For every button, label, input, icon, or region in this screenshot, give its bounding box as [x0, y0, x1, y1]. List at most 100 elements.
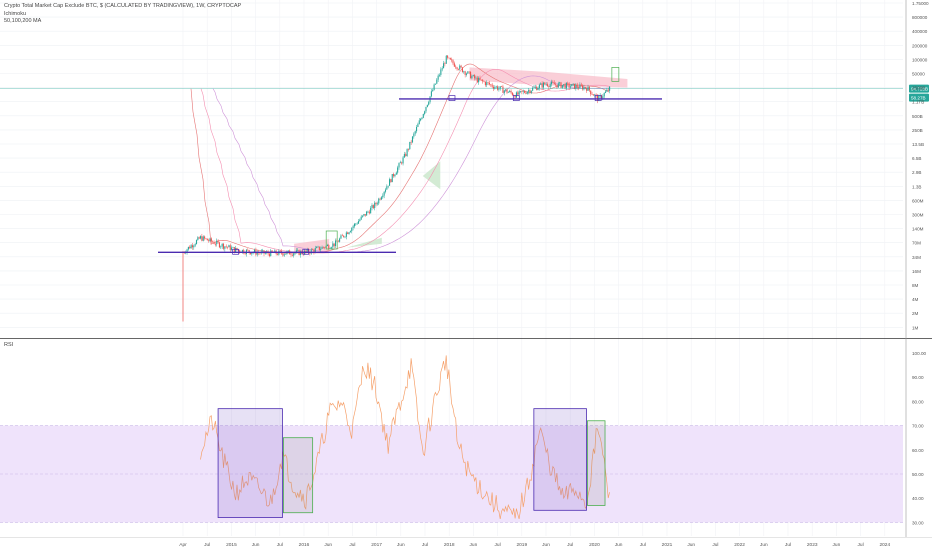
candle-body: [449, 57, 451, 60]
rsi-box-2019-purple: [533, 408, 587, 511]
candle-body: [264, 253, 266, 254]
candle-body: [545, 84, 547, 85]
candle-body: [324, 247, 326, 248]
candle-body: [470, 71, 472, 79]
candle-body: [546, 84, 549, 87]
time-tick-label: Jul: [712, 542, 718, 548]
candle-body: [290, 254, 292, 256]
price-tick-label: 1M: [912, 325, 919, 330]
rsi-line-group: [200, 355, 610, 520]
candle-body: [479, 77, 481, 80]
candle-body: [293, 253, 295, 256]
candle-body: [459, 65, 461, 70]
candle-body: [559, 82, 561, 84]
candle-body: [379, 198, 381, 200]
candle-body: [573, 83, 576, 89]
candle-body: [380, 197, 382, 200]
candle-body: [480, 79, 482, 81]
candle-body: [360, 216, 362, 220]
candle-body: [410, 141, 412, 143]
candle-body: [557, 83, 559, 88]
candle-body: [343, 235, 345, 237]
candle-body: [386, 186, 388, 190]
candle-body: [433, 84, 435, 91]
candle-body: [222, 243, 225, 249]
rsi-tick-label: 40.00: [912, 496, 924, 501]
candle-body: [318, 246, 320, 250]
candle-body: [366, 211, 368, 216]
candle-body: [356, 223, 358, 225]
time-tick-label: Jul: [277, 542, 283, 548]
candle-body: [321, 246, 323, 249]
candle-body: [491, 84, 493, 87]
candle-body: [448, 57, 450, 59]
candle-body: [328, 245, 330, 249]
candle-body: [565, 82, 567, 89]
candle-body: [443, 63, 445, 69]
candle-body: [575, 84, 577, 89]
price-tick-label: 500B: [912, 114, 923, 119]
price-tick-label: 2500B: [912, 86, 925, 91]
last-price-label: 94.723B: [911, 87, 928, 92]
time-tick-label: Jun: [760, 542, 768, 548]
price-tick-label: 1.1TB: [912, 100, 924, 105]
time-tick-label: Jul: [422, 542, 428, 548]
candle-body: [276, 253, 279, 255]
candle-body: [495, 86, 497, 88]
candle-body: [197, 237, 199, 241]
candle-body: [502, 86, 504, 93]
candle-body: [374, 202, 376, 209]
price-tick-label: 6.5B: [912, 156, 921, 161]
candle-body: [582, 85, 584, 90]
candle-body: [187, 246, 189, 250]
candle-body: [413, 133, 415, 137]
breakout-box-2016: [325, 230, 338, 250]
candle-body: [506, 89, 508, 93]
candle-body: [607, 89, 609, 91]
price-tick-label: 800000: [912, 15, 928, 20]
candle-body: [524, 91, 526, 93]
candle-body: [465, 73, 468, 75]
rsi-tick-label: 70.00: [912, 424, 924, 429]
time-tick-label: 2018: [444, 542, 455, 548]
candle-body: [453, 63, 455, 67]
candle-body: [463, 71, 465, 73]
candle-body: [602, 96, 604, 99]
chart-title: Crypto Total Market Cap Exclude BTC, $ (…: [4, 3, 242, 9]
candle-body: [438, 74, 441, 76]
candle-body: [503, 90, 505, 93]
price-tick-label: 1.3B: [912, 184, 921, 189]
candle-body: [555, 84, 557, 86]
candle-body: [467, 71, 469, 74]
candle-body: [534, 86, 536, 88]
rsi-box-2020-green: [587, 420, 606, 506]
candle-body: [213, 242, 215, 244]
candle-body: [560, 82, 562, 88]
candle-body: [407, 149, 409, 150]
candle-body: [541, 83, 543, 88]
candle-body: [355, 223, 357, 225]
ichimoku-cloud: [294, 67, 628, 254]
candle-body: [528, 90, 530, 92]
candle-body: [526, 91, 528, 94]
candle-body: [232, 247, 234, 248]
candle-body: [247, 249, 249, 251]
candle-body: [569, 86, 571, 88]
candle-body: [362, 215, 364, 217]
time-tick-label: Jun: [324, 542, 332, 548]
rsi-tick-label: 50.00: [912, 472, 924, 477]
time-tick-label: 2023: [807, 542, 818, 548]
candle-body: [210, 238, 212, 242]
candle-body: [206, 238, 208, 241]
candle-body: [332, 243, 334, 248]
candle-body: [441, 68, 443, 70]
candle-body: [509, 90, 511, 92]
candle-body: [287, 250, 289, 252]
candle-body: [351, 227, 353, 232]
candle-body: [430, 91, 432, 97]
candle-body: [567, 82, 569, 84]
candle-body: [320, 248, 322, 250]
candle-body: [468, 71, 470, 73]
time-tick-label: 2017: [371, 542, 382, 548]
price-tick-label: 4M: [912, 297, 919, 302]
